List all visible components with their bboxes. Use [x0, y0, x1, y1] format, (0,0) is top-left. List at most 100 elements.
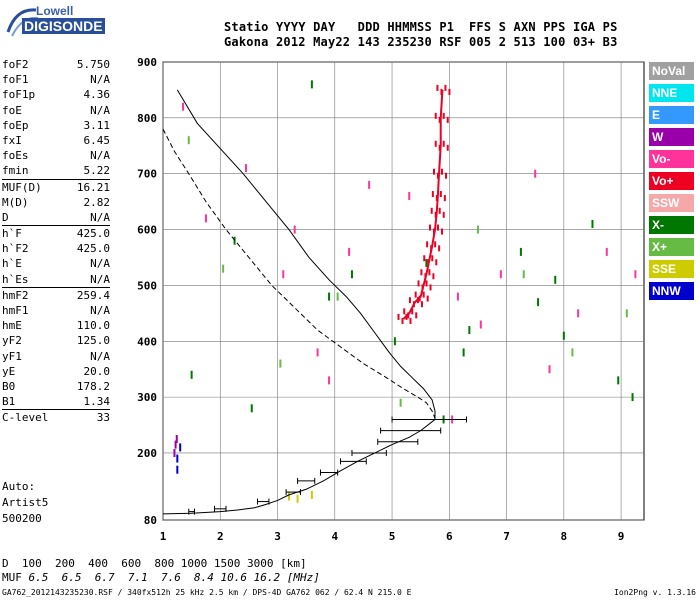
param-key: yF1 — [2, 349, 22, 363]
echo-point — [476, 225, 479, 234]
param-value: N/A — [90, 103, 110, 117]
param-key: foEp — [2, 118, 29, 132]
trace-echo — [408, 297, 411, 304]
echo-point — [522, 270, 525, 279]
echo-point — [571, 348, 574, 357]
param-value: 1.34 — [83, 395, 111, 409]
trace-echo — [420, 301, 423, 308]
echo-point — [348, 247, 351, 256]
param-row: yE 20.0 — [2, 364, 110, 379]
y-tick-label: 900 — [137, 56, 157, 69]
plot-frame — [162, 61, 645, 521]
echo-point — [393, 337, 396, 346]
param-value: 3.11 — [83, 118, 111, 132]
param-key: foF2 — [2, 58, 29, 71]
param-value: 425.0 — [76, 227, 110, 241]
param-key: h`F2 — [2, 242, 29, 256]
param-key: MUF(D) — [2, 180, 42, 194]
y-tick-label: 400 — [137, 335, 157, 348]
echo-point — [456, 292, 459, 301]
echo-point — [399, 398, 402, 407]
echo-point — [204, 214, 207, 223]
trace-echo — [444, 84, 447, 91]
trace-echo — [403, 308, 406, 315]
param-row: M(D) 2.82 — [2, 195, 110, 210]
echo-point — [190, 370, 193, 379]
trace-echo — [432, 273, 435, 280]
echo-point — [222, 264, 225, 273]
muf-label: MUF — [2, 571, 22, 584]
trace-echo — [422, 291, 425, 298]
echo-point — [310, 80, 313, 89]
x-tick-label: 7 — [503, 530, 510, 543]
trace-echo — [420, 269, 423, 276]
echo-point — [499, 270, 502, 279]
trace-echo — [428, 224, 431, 231]
trace-echo — [438, 245, 441, 252]
param-value: 16.21 — [76, 180, 110, 194]
param-value: 5.22 — [83, 164, 111, 178]
param-value: 259.4 — [76, 288, 110, 302]
trace-echo — [434, 112, 437, 119]
echo-point — [537, 298, 540, 307]
plot-marks — [173, 80, 637, 503]
param-value: 178.2 — [76, 379, 110, 393]
trace-echo — [428, 269, 431, 276]
echo-point — [425, 259, 428, 268]
param-value: N/A — [90, 257, 110, 271]
y-tick-label: 500 — [137, 279, 157, 292]
trace-echo — [441, 168, 444, 175]
echo-point — [368, 180, 371, 189]
header-labels: Statio YYYY DAY DDD HHMMSS P1 FFS S AXN … — [224, 20, 618, 34]
echo-point — [250, 404, 253, 413]
param-row: B1 1.34 — [2, 394, 111, 411]
plot-curves — [162, 89, 467, 515]
param-key: B1 — [2, 395, 16, 409]
trace-echo — [431, 191, 434, 198]
param-key: foEs — [2, 149, 29, 163]
param-key: foF1 — [2, 73, 29, 87]
echo-point — [336, 292, 339, 301]
profile-curve — [162, 89, 436, 515]
trace-echo — [448, 88, 451, 95]
trace-echo — [415, 312, 418, 319]
echo-point — [173, 448, 176, 457]
echo-point — [296, 494, 299, 503]
trace-echo — [433, 168, 436, 175]
echo-point — [534, 169, 537, 178]
echo-point — [350, 270, 353, 279]
echo-point — [631, 393, 634, 402]
param-value: 125.0 — [76, 334, 110, 348]
param-row: h`E N/A — [2, 256, 110, 271]
x-tick-label: 2 — [217, 530, 224, 543]
trace-echo — [445, 172, 448, 179]
y-tick-label: 600 — [137, 224, 157, 237]
param-row: B0 178.2 — [2, 379, 110, 394]
echo-point — [282, 270, 285, 279]
echo-point — [625, 309, 628, 318]
echo-point — [279, 359, 282, 368]
distance-values: 100 200 400 600 800 1000 1500 3000 [km] — [8, 557, 307, 570]
trace-echo — [414, 291, 417, 298]
param-value: N/A — [90, 272, 110, 286]
x-tick-label: 3 — [274, 530, 281, 543]
echo-point — [293, 225, 296, 234]
echo-point — [176, 465, 179, 474]
dashed-profile-curve — [162, 128, 436, 419]
y-tick-label: 800 — [137, 112, 157, 125]
param-value: 2.82 — [83, 195, 111, 209]
param-key: hmF2 — [2, 288, 29, 302]
legend-sse: SSE — [649, 260, 694, 278]
trace-echo — [426, 295, 429, 302]
param-key: fmin — [2, 164, 29, 178]
x-tick-label: 5 — [389, 530, 396, 543]
trace-echo — [436, 224, 439, 231]
y-tick-label: 300 — [137, 391, 157, 404]
param-value: 5.750 — [76, 58, 110, 71]
trace-echo — [435, 259, 438, 266]
trace-echo — [446, 144, 449, 151]
polarization-legend: NoVal NNE E W Vo- Vo+ SSW X- X+ SSE NNW — [649, 62, 694, 304]
param-row: h`F2 425.0 — [2, 241, 110, 256]
echo-point — [310, 490, 313, 499]
auto-label: Auto: — [2, 480, 36, 493]
